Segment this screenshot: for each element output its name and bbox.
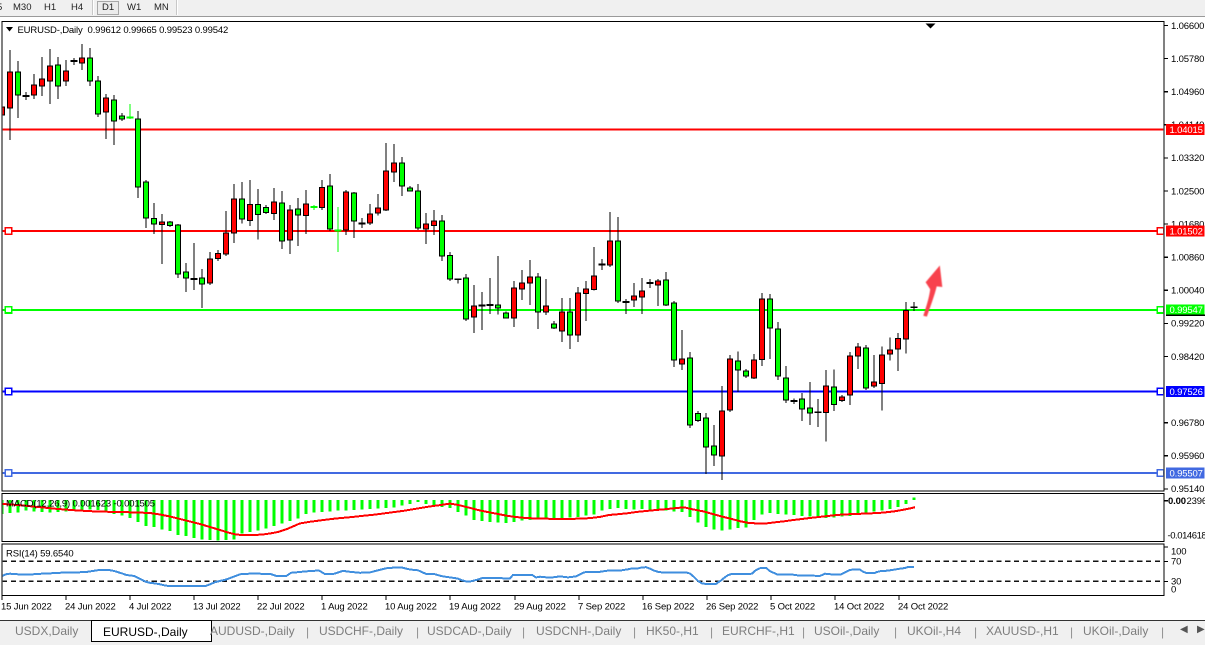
- svg-text:0.98420: 0.98420: [1171, 352, 1204, 363]
- svg-text:0.00: 0.00: [1168, 496, 1186, 507]
- svg-text:7 Sep 2022: 7 Sep 2022: [578, 602, 625, 613]
- svg-text:24 Jun 2022: 24 Jun 2022: [65, 602, 116, 613]
- svg-text:0.96780: 0.96780: [1171, 418, 1204, 429]
- svg-text:EURUSD-,Daily 0.99612 0.99665: EURUSD-,Daily 0.99612 0.99665 0.99523 0.…: [18, 25, 229, 36]
- svg-text:29 Aug 2022: 29 Aug 2022: [514, 602, 566, 613]
- svg-text:1.05780: 1.05780: [1171, 54, 1204, 65]
- svg-text:0.95507: 0.95507: [1170, 468, 1203, 479]
- svg-text:1.04960: 1.04960: [1171, 87, 1204, 98]
- svg-text:1.06600: 1.06600: [1171, 21, 1204, 32]
- svg-text:22 Jul 2022: 22 Jul 2022: [257, 602, 304, 613]
- svg-text:70: 70: [1171, 557, 1181, 568]
- svg-text:0: 0: [1171, 585, 1176, 596]
- svg-text:10 Aug 2022: 10 Aug 2022: [385, 602, 437, 613]
- svg-text:-0.014618: -0.014618: [1168, 530, 1205, 541]
- svg-text:RSI(14) 59.6540: RSI(14) 59.6540: [6, 549, 73, 560]
- svg-text:15 Jun 2022: 15 Jun 2022: [1, 602, 52, 613]
- svg-text:0.99220: 0.99220: [1171, 319, 1204, 330]
- svg-text:0.95140: 0.95140: [1171, 484, 1204, 495]
- svg-text:26 Sep 2022: 26 Sep 2022: [706, 602, 758, 613]
- svg-text:5 Oct 2022: 5 Oct 2022: [770, 602, 815, 613]
- svg-text:0.97526: 0.97526: [1170, 387, 1203, 398]
- svg-text:2396: 2396: [1187, 496, 1205, 507]
- svg-text:4 Jul 2022: 4 Jul 2022: [129, 602, 171, 613]
- svg-text:1 Aug 2022: 1 Aug 2022: [321, 602, 368, 613]
- svg-text:1.03320: 1.03320: [1171, 153, 1204, 164]
- svg-text:1.02500: 1.02500: [1171, 186, 1204, 197]
- svg-text:1.00040: 1.00040: [1171, 286, 1204, 297]
- svg-text:0.95960: 0.95960: [1171, 451, 1204, 462]
- svg-text:13 Jul 2022: 13 Jul 2022: [193, 602, 240, 613]
- svg-text:19 Aug 2022: 19 Aug 2022: [449, 602, 501, 613]
- svg-text:24 Oct 2022: 24 Oct 2022: [898, 602, 948, 613]
- svg-text:1.01502: 1.01502: [1170, 226, 1203, 237]
- svg-text:14 Oct 2022: 14 Oct 2022: [834, 602, 884, 613]
- svg-text:1.04015: 1.04015: [1170, 125, 1203, 136]
- svg-text:MACD(12,26,9) 0.001623 -0.0015: MACD(12,26,9) 0.001623 -0.001505: [6, 499, 155, 510]
- svg-text:16 Sep 2022: 16 Sep 2022: [642, 602, 694, 613]
- svg-text:1.00860: 1.00860: [1171, 253, 1204, 264]
